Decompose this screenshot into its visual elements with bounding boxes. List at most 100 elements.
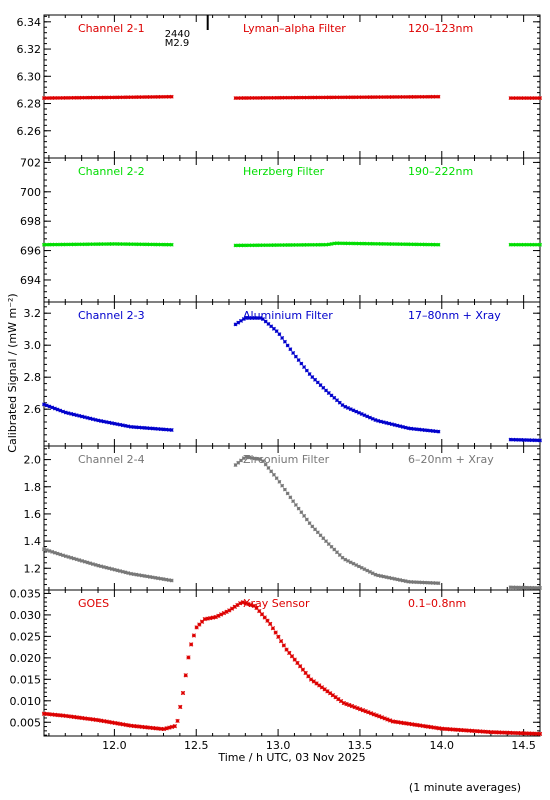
data-point (425, 94, 430, 99)
data-point (150, 242, 155, 247)
data-point (66, 411, 71, 416)
data-point (360, 708, 366, 713)
data-point (343, 95, 348, 100)
data-point (317, 683, 322, 688)
data-point (191, 633, 197, 638)
data-point (115, 242, 120, 246)
y-tick-label: 6.34 (17, 16, 42, 29)
data-point (50, 242, 55, 247)
data-point (145, 426, 150, 431)
data-point (235, 602, 240, 608)
x-axis-title: Time / h UTC, 03 Nov 2025 (217, 751, 365, 764)
data-point (197, 622, 202, 627)
data-point (96, 718, 101, 723)
data-point (263, 462, 268, 467)
data-point (329, 241, 334, 246)
data-point (63, 554, 68, 559)
data-point (137, 724, 142, 729)
data-point (156, 726, 161, 731)
panel-4: 1.2 1.4 1.6 1.8 2.0 Channel 2-4 Zirconium Filt… (24, 445, 542, 591)
data-point (321, 95, 326, 100)
data-point (428, 94, 433, 99)
x-axis: 12.0 12.5 13.0 13.5 14.0 14.5 (102, 739, 536, 752)
data-point (285, 95, 290, 100)
data-point (129, 723, 134, 728)
data-point (464, 728, 469, 733)
data-point (58, 713, 63, 718)
data-point (101, 565, 106, 569)
data-point (251, 603, 256, 609)
data-point (42, 547, 46, 552)
data-point (189, 642, 194, 647)
data-point (274, 329, 279, 334)
data-point (60, 713, 66, 718)
data-point (61, 242, 65, 247)
data-point (261, 243, 265, 248)
data-point (47, 242, 52, 247)
data-point (93, 417, 98, 422)
data-point (296, 95, 301, 100)
data-point (296, 506, 301, 511)
data-point (107, 95, 112, 100)
data-point (153, 426, 158, 431)
data-point (183, 673, 188, 678)
data-point (88, 416, 93, 421)
data-point (109, 567, 114, 571)
data-point (147, 95, 152, 99)
data-point (96, 418, 101, 423)
data-point (85, 716, 90, 721)
data-point (88, 242, 93, 247)
data-point (118, 242, 123, 246)
data-point (414, 580, 419, 585)
data-point (241, 456, 246, 461)
data-point (139, 573, 144, 578)
data-point (412, 722, 417, 727)
data-point (300, 667, 306, 672)
data-point (255, 316, 260, 320)
panel-frame (43, 445, 541, 591)
data-point (513, 585, 518, 590)
data-point (395, 577, 400, 582)
y-tick-label: 1.4 (24, 535, 42, 548)
data-point (284, 647, 289, 652)
data-point (112, 95, 117, 100)
data-point (88, 716, 93, 722)
data-point (307, 372, 312, 376)
data-point (310, 375, 315, 380)
data-point (530, 242, 534, 247)
data-point (367, 415, 372, 420)
data-point (411, 94, 416, 99)
data-point (120, 242, 125, 247)
data-point (315, 380, 320, 385)
data-point (88, 95, 93, 100)
data-point (521, 242, 526, 247)
data-point (326, 242, 331, 247)
data-point (321, 385, 326, 390)
data-point (285, 491, 290, 496)
x-tick-label: 14.5 (511, 739, 536, 752)
data-point (164, 577, 169, 582)
data-point (387, 421, 392, 426)
y-tick-label: 0.030 (10, 609, 42, 622)
data-point (311, 679, 316, 684)
data-point (161, 94, 166, 99)
data-point (299, 510, 304, 515)
data-point (289, 654, 295, 659)
data-point (337, 553, 342, 557)
data-point (63, 95, 68, 100)
data-point (384, 241, 389, 246)
data-point (50, 712, 55, 717)
data-point (282, 243, 287, 247)
data-point (126, 242, 131, 247)
data-point (343, 404, 348, 409)
data-point (61, 95, 65, 100)
data-point (321, 536, 326, 541)
y-tick-label: 2.0 (24, 454, 42, 467)
data-point (109, 720, 115, 725)
data-point (150, 575, 155, 580)
data-point (329, 95, 334, 100)
data-point (66, 242, 71, 247)
data-point (378, 419, 383, 424)
data-point (348, 560, 353, 565)
data-point (246, 601, 251, 607)
